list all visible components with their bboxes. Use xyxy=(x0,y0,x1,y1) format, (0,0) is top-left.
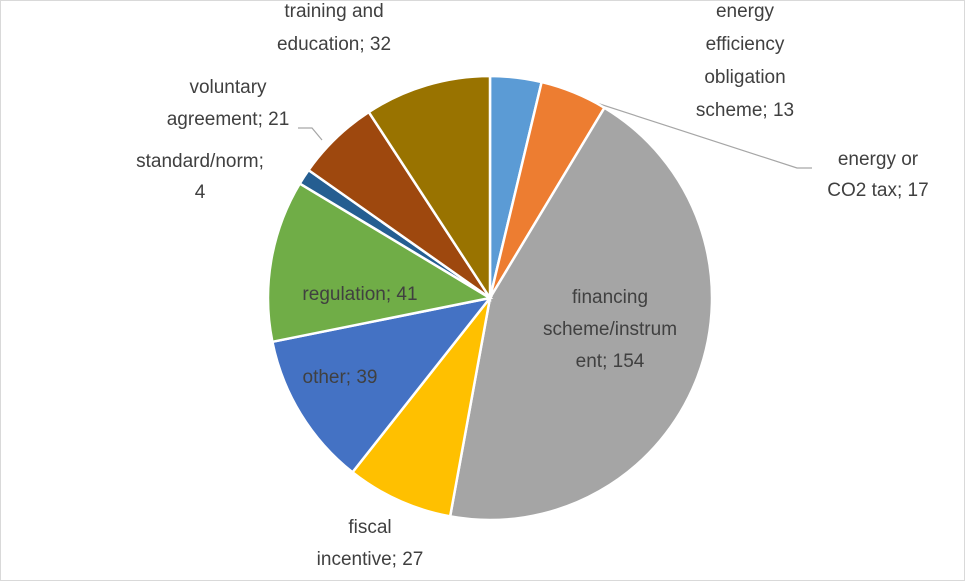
data-label: fiscal incentive; 27 xyxy=(317,517,424,570)
pie-slice xyxy=(367,74,492,303)
pie-slice xyxy=(448,106,714,522)
data-label: voluntary agreement; 21 xyxy=(167,77,290,130)
leader-line xyxy=(574,95,812,169)
data-label: energy efficiency obligation scheme; 13 xyxy=(696,1,794,121)
data-label: training and education; 32 xyxy=(277,1,391,55)
data-label: financing scheme/instrum ent; 154 xyxy=(543,287,677,372)
data-label: energy or CO2 tax; 17 xyxy=(827,149,928,201)
leader-line xyxy=(298,127,323,141)
pie-slice xyxy=(270,296,494,475)
data-label: regulation; 41 xyxy=(302,284,417,305)
pie-slice xyxy=(350,297,492,518)
pie-slice xyxy=(266,181,494,344)
data-label: other; 39 xyxy=(303,367,378,388)
data-label: standard/norm; 4 xyxy=(136,151,264,203)
